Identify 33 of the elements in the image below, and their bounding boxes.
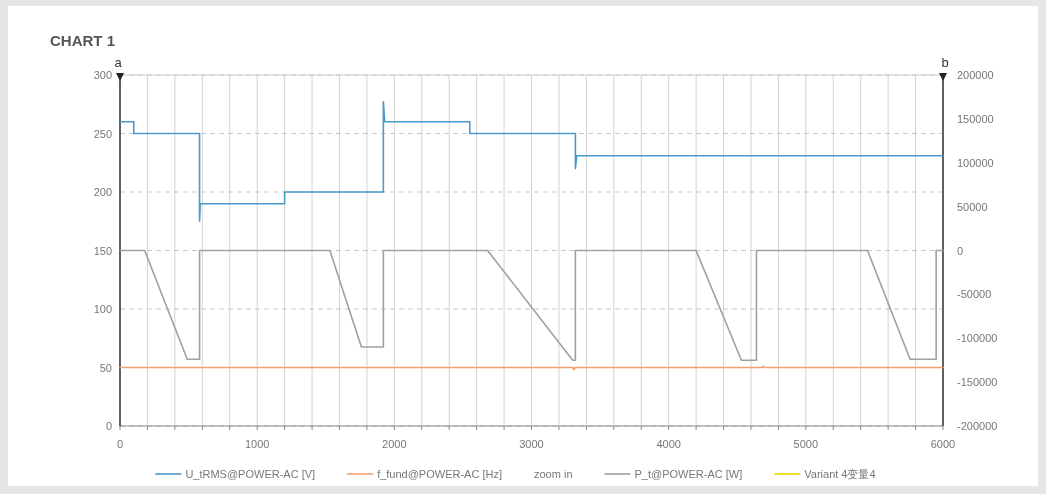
y2-tick-label: 150000: [957, 112, 994, 125]
chart-title: CHART 1: [50, 32, 116, 49]
y2-tick-label: 50000: [957, 200, 988, 213]
y-tick-label: 100: [93, 303, 112, 315]
x-tick-label: 3000: [519, 438, 544, 450]
y-tick-label: 300: [93, 69, 112, 81]
x-tick-label: 6000: [930, 438, 956, 450]
y-tick-label: 250: [93, 127, 112, 140]
y2-tick-label: 0: [957, 244, 964, 257]
y2-tick-label: -100000: [957, 332, 998, 345]
y-tick-label: 50: [99, 361, 112, 374]
y-tick-label: 150: [93, 244, 112, 257]
legend-label: U_tRMS@POWER-AC [V]: [185, 468, 316, 480]
y-tick-label: 200: [93, 186, 112, 198]
x-tick-label: 5000: [793, 438, 819, 450]
y2-axis-title: b: [941, 55, 949, 70]
y2-tick-label: 100000: [957, 156, 994, 169]
line-series: [119, 249, 944, 361]
y-tick-label: 0: [105, 420, 112, 432]
line-series: [119, 101, 944, 223]
y-axis-title: a: [114, 55, 123, 70]
x-tick-label: 4000: [656, 438, 681, 450]
x-tick-label: 1000: [244, 438, 270, 450]
x-tick-label: 2000: [382, 438, 407, 450]
legend-label: Variant 4变量4: [804, 468, 876, 480]
y2-tick-label: -50000: [957, 288, 992, 301]
y2-tick-label: -150000: [957, 376, 998, 389]
legend-label: f_fund@POWER-AC [Hz]: [377, 468, 503, 480]
y2-tick-label: -200000: [957, 420, 998, 432]
y2-tick-label: 200000: [957, 69, 994, 81]
legend-label: P_t@POWER-AC [W]: [634, 468, 743, 480]
x-tick-label: 0: [116, 438, 124, 450]
text: zoom in: [534, 468, 573, 480]
